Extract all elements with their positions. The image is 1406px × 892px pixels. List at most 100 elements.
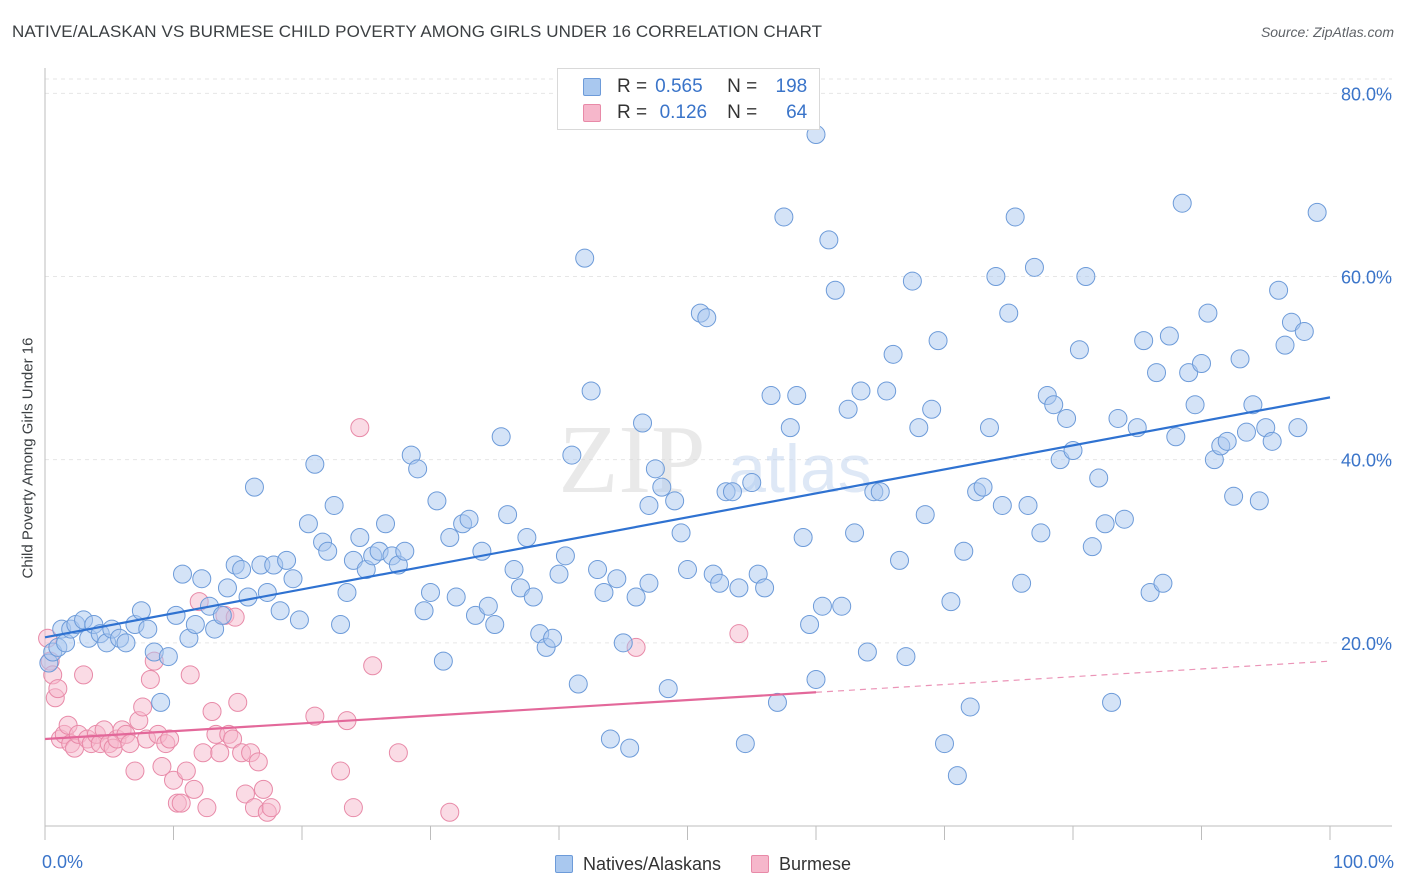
data-point <box>845 523 865 543</box>
grid-lines <box>45 78 1392 644</box>
data-point <box>652 477 672 497</box>
data-point <box>1153 573 1173 593</box>
data-point <box>1288 418 1308 438</box>
data-point <box>164 770 183 790</box>
bottom-legend-swatch-natives <box>554 855 573 873</box>
data-point <box>446 587 466 607</box>
data-point <box>1294 321 1314 341</box>
legend-r-value: 0.126 <box>659 102 708 123</box>
data-point <box>343 798 363 818</box>
data-point <box>517 528 537 548</box>
data-point <box>1134 331 1154 351</box>
data-point <box>639 495 659 515</box>
data-point <box>1057 408 1077 428</box>
data-point <box>600 729 620 749</box>
data-point <box>376 514 396 534</box>
data-point <box>832 596 852 616</box>
data-point <box>671 523 691 543</box>
data-point <box>883 344 903 364</box>
data-point <box>825 280 845 300</box>
data-point <box>1307 202 1327 222</box>
data-point <box>1082 537 1102 557</box>
data-point <box>697 308 717 328</box>
data-point <box>298 514 318 534</box>
data-point <box>1275 335 1295 355</box>
data-point <box>427 491 447 511</box>
data-point <box>870 482 890 502</box>
data-point <box>337 582 357 602</box>
legend-row-burmese: R = 0.126 N = 64 <box>583 100 807 126</box>
data-point <box>120 734 140 754</box>
data-point <box>228 692 248 712</box>
legend-n-label: N = <box>727 102 758 123</box>
data-point <box>568 674 588 694</box>
data-point <box>1095 514 1115 534</box>
data-point <box>645 459 665 479</box>
data-point <box>787 386 807 406</box>
data-point <box>498 505 518 525</box>
legend-r-label: R = <box>617 102 648 123</box>
data-point <box>806 669 826 689</box>
data-point <box>185 615 205 635</box>
data-point <box>478 596 498 616</box>
data-point <box>1249 491 1269 511</box>
data-point <box>363 656 383 676</box>
data-point <box>217 578 237 598</box>
legend-n-value: 64 <box>786 102 808 123</box>
data-point <box>877 381 897 401</box>
data-point <box>819 230 839 250</box>
data-point <box>986 266 1006 286</box>
trend-line-natives <box>44 396 1331 639</box>
data-point <box>223 729 243 749</box>
data-point <box>992 495 1012 515</box>
data-point <box>421 582 440 602</box>
data-point <box>305 706 325 726</box>
data-point <box>729 624 749 644</box>
data-point <box>960 697 980 717</box>
data-point <box>343 550 363 570</box>
data-point <box>253 779 273 799</box>
data-point <box>812 596 832 616</box>
data-point <box>767 692 787 712</box>
y-tick-label: 80.0% <box>1341 84 1392 104</box>
data-point <box>350 418 370 438</box>
data-point <box>575 248 595 268</box>
data-point <box>780 418 800 438</box>
data-point <box>838 399 858 419</box>
data-point <box>459 509 479 529</box>
data-point <box>928 331 948 351</box>
data-point <box>116 633 136 653</box>
data-point <box>851 381 871 401</box>
data-point <box>1089 468 1109 488</box>
data-point <box>210 743 230 763</box>
data-point <box>510 578 530 598</box>
data-point <box>192 569 212 589</box>
legend-swatch-burmese <box>583 104 601 122</box>
data-point <box>1024 257 1044 277</box>
data-point <box>491 427 511 447</box>
data-point <box>555 546 575 566</box>
data-point <box>742 473 762 493</box>
data-point <box>395 541 415 561</box>
data-point <box>710 573 730 593</box>
data-point <box>979 418 999 438</box>
data-point <box>331 761 351 781</box>
natives-points <box>39 125 1327 786</box>
data-point <box>485 615 505 635</box>
x-tick-label-max: 100.0% <box>1332 852 1394 872</box>
data-point <box>1236 422 1256 442</box>
data-point <box>1069 340 1089 360</box>
bottom-legend-natives: Natives/Alaskans <box>554 854 721 875</box>
data-point <box>235 784 255 804</box>
data-point <box>160 729 180 749</box>
data-point <box>152 756 172 776</box>
legend-n-value: 198 <box>775 76 808 97</box>
data-point <box>350 528 370 548</box>
data-point <box>729 578 749 598</box>
data-point <box>613 633 633 653</box>
legend-r-label: R = <box>617 76 648 97</box>
data-point <box>1018 495 1038 515</box>
data-point <box>581 381 601 401</box>
trend-line-burmese-extension <box>815 660 1331 693</box>
data-point <box>793 528 813 548</box>
